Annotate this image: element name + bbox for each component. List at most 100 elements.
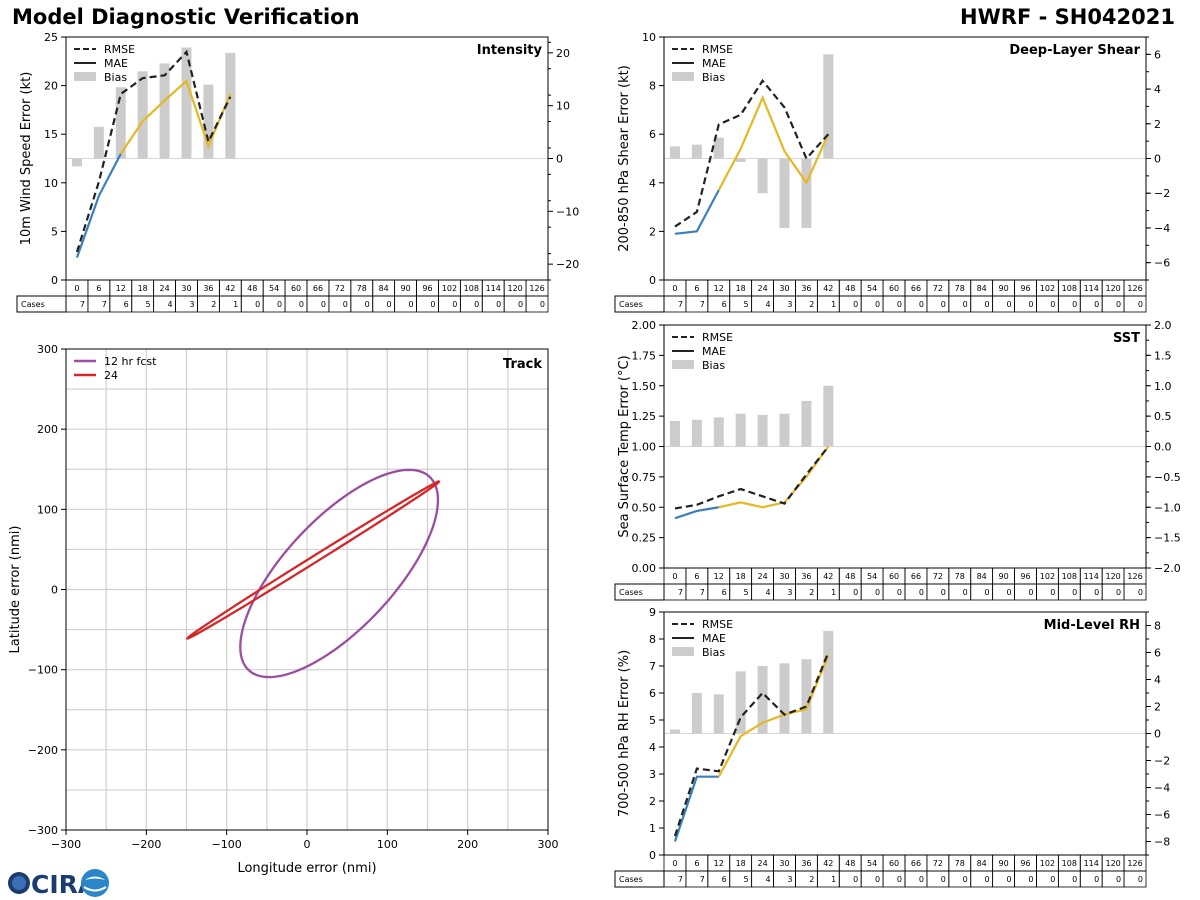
legend-bias-label: Bias [702,646,725,659]
y2-tick-label: −8 [1154,836,1170,849]
case-count: 3 [787,588,792,597]
y2-tick-label: 8 [1154,620,1161,633]
case-count: 3 [787,300,792,309]
hour-label: 36 [203,284,213,293]
y-tick-label: 0 [649,849,656,862]
hour-label: 60 [889,284,899,293]
hour-label: 54 [867,284,877,293]
hour-label: 102 [1040,572,1055,581]
y2-tick-label: −6 [1154,257,1170,270]
case-count: 5 [146,300,151,309]
bias-bar [801,659,812,734]
bias-bar [203,84,214,159]
case-count: 1 [831,875,836,884]
legend-label: 12 hr fcst [104,355,157,368]
case-count: 7 [80,300,85,309]
case-count: 7 [102,300,107,309]
hour-label: 12 [116,284,126,293]
case-count: 3 [787,875,792,884]
y-tick-label: 9 [649,606,656,619]
bias-bar [71,158,82,167]
bias-bar [757,666,768,734]
y-tick-label: −300 [28,824,58,837]
legend-bias-label: Bias [702,359,725,372]
mae-line-late [119,78,232,155]
bias-bar [159,63,170,159]
case-count: 0 [919,875,924,884]
bias-bar [735,158,746,162]
hour-label: 66 [911,859,921,868]
y-axis-label: Sea Surface Temp Error (°C) [617,355,632,537]
hour-label: 78 [955,859,965,868]
case-count: 0 [941,300,946,309]
legend-label: 24 [104,369,118,382]
bias-bar [691,144,702,159]
y2-tick-label: 2 [1154,118,1161,131]
hour-label: 0 [74,284,79,293]
y2-tick-label: −1.0 [1154,501,1181,514]
y-tick-label: 5 [51,225,58,238]
bias-bar [823,54,834,159]
case-count: 0 [941,588,946,597]
page-title: Model Diagnostic Verification [12,5,360,29]
y-tick-label: 6 [649,687,656,700]
y2-tick-label: −4 [1154,782,1170,795]
case-count: 6 [722,875,727,884]
case-count: 0 [853,875,858,884]
hour-label: 102 [1040,284,1055,293]
y-tick-label: 10 [642,31,656,44]
case-count: 0 [321,300,326,309]
hour-label: 18 [736,859,746,868]
y-tick-label: −200 [28,744,58,757]
bias-bar [823,630,834,734]
hour-label: 0 [672,859,677,868]
y-tick-label: 0 [649,274,656,287]
hour-label: 30 [779,284,789,293]
bias-bar [757,158,768,194]
case-count: 1 [831,588,836,597]
track-ellipse-12h [239,468,440,679]
hour-label: 6 [694,572,699,581]
hour-label: 66 [911,572,921,581]
hour-label: 54 [867,859,877,868]
y2-tick-label: 10 [556,100,570,113]
case-count: 0 [365,300,370,309]
case-count: 0 [853,300,858,309]
x-tick-label: 200 [457,838,478,851]
storm-id-title: HWRF - SH042021 [960,5,1175,29]
hour-label: 108 [1062,572,1077,581]
case-count: 0 [919,588,924,597]
y-tick-label: 1 [649,822,656,835]
case-count: 0 [1028,300,1033,309]
y-tick-label: 4 [649,741,656,754]
cira-logo-icon: CIRA [8,869,109,899]
case-count: 2 [809,300,814,309]
case-count: 3 [189,300,194,309]
hour-label: 72 [933,284,943,293]
case-count: 5 [744,875,749,884]
hour-label: 84 [977,572,987,581]
mae-line-early [673,775,719,842]
y-tick-label: 8 [649,80,656,93]
hour-label: 48 [247,284,257,293]
y2-tick-label: −10 [556,205,579,218]
y-axis-label: 700-500 hPa RH Error (%) [617,650,632,817]
case-cell [525,295,549,313]
x-tick-label: −200 [131,838,161,851]
case-count: 1 [831,300,836,309]
y2-tick-label: 4 [1154,83,1161,96]
hour-label: 120 [1105,572,1120,581]
case-count: 7 [678,588,683,597]
case-count: 0 [897,300,902,309]
hour-label: 36 [801,284,811,293]
cases-label: Cases [619,588,643,597]
case-count: 0 [1072,300,1077,309]
case-count: 0 [496,300,501,309]
y2-tick-label: 6 [1154,647,1161,660]
y2-tick-label: 0.0 [1154,441,1172,454]
legend-bias-swatch [672,360,694,369]
y-tick-label: 2.00 [632,319,657,332]
legend-rmse-label: RMSE [104,43,135,56]
